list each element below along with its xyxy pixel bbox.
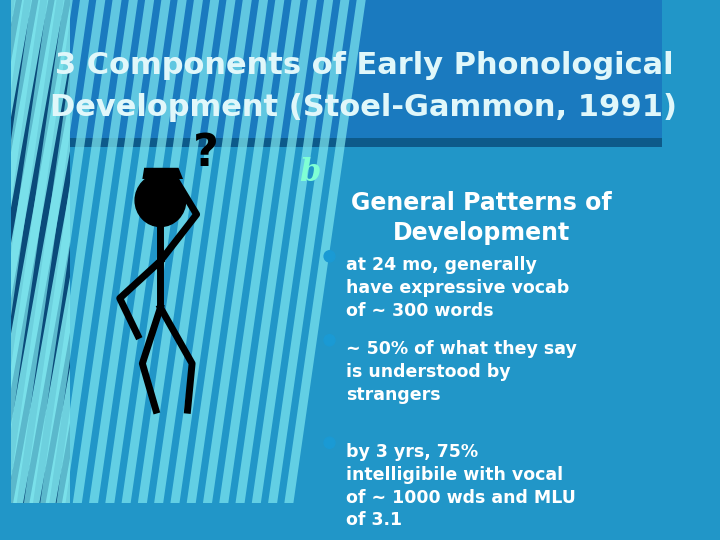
Text: General Patterns of
Development: General Patterns of Development bbox=[351, 191, 612, 245]
Polygon shape bbox=[143, 0, 243, 503]
Polygon shape bbox=[40, 0, 122, 503]
Polygon shape bbox=[192, 0, 292, 503]
Text: ?: ? bbox=[193, 132, 219, 176]
Polygon shape bbox=[176, 0, 276, 503]
Polygon shape bbox=[203, 0, 284, 503]
Text: ~ 50% of what they say
is understood by
strangers: ~ 50% of what they say is understood by … bbox=[346, 340, 577, 404]
Polygon shape bbox=[268, 0, 349, 503]
Text: b: b bbox=[299, 157, 320, 188]
Polygon shape bbox=[56, 0, 138, 503]
Polygon shape bbox=[0, 0, 81, 503]
Polygon shape bbox=[105, 0, 186, 503]
Polygon shape bbox=[0, 0, 65, 503]
Polygon shape bbox=[0, 0, 48, 503]
Text: by 3 yrs, 75%
intelligibile with vocal
of ~ 1000 wds and MLU
of 3.1: by 3 yrs, 75% intelligibile with vocal o… bbox=[346, 443, 576, 529]
Polygon shape bbox=[0, 0, 73, 503]
Polygon shape bbox=[73, 0, 154, 503]
Circle shape bbox=[324, 437, 335, 448]
FancyBboxPatch shape bbox=[12, 0, 662, 503]
Polygon shape bbox=[0, 0, 97, 503]
Polygon shape bbox=[143, 168, 183, 179]
Polygon shape bbox=[13, 0, 114, 503]
Text: 3 Components of Early Phonological: 3 Components of Early Phonological bbox=[55, 51, 673, 80]
Polygon shape bbox=[94, 0, 195, 503]
Polygon shape bbox=[0, 0, 56, 503]
Text: at 24 mo, generally
have expressive vocab
of ~ 300 words: at 24 mo, generally have expressive voca… bbox=[346, 256, 569, 320]
Polygon shape bbox=[0, 0, 16, 503]
Polygon shape bbox=[252, 0, 333, 503]
Polygon shape bbox=[24, 0, 105, 503]
Polygon shape bbox=[89, 0, 171, 503]
Circle shape bbox=[135, 174, 186, 226]
Polygon shape bbox=[235, 0, 317, 503]
Polygon shape bbox=[62, 0, 162, 503]
Polygon shape bbox=[0, 0, 40, 503]
FancyBboxPatch shape bbox=[12, 0, 70, 503]
Polygon shape bbox=[186, 0, 268, 503]
FancyBboxPatch shape bbox=[12, 138, 662, 147]
Polygon shape bbox=[0, 0, 24, 503]
Polygon shape bbox=[219, 0, 300, 503]
Polygon shape bbox=[45, 0, 146, 503]
Polygon shape bbox=[8, 0, 89, 503]
Text: Development (Stoel-Gammon, 1991): Development (Stoel-Gammon, 1991) bbox=[50, 93, 678, 122]
Polygon shape bbox=[127, 0, 228, 503]
Polygon shape bbox=[0, 0, 8, 503]
Polygon shape bbox=[122, 0, 203, 503]
Circle shape bbox=[324, 251, 335, 262]
Polygon shape bbox=[284, 0, 366, 503]
Polygon shape bbox=[111, 0, 211, 503]
Polygon shape bbox=[0, 0, 32, 503]
Polygon shape bbox=[160, 0, 260, 503]
Polygon shape bbox=[138, 0, 219, 503]
Circle shape bbox=[324, 335, 335, 346]
FancyBboxPatch shape bbox=[12, 0, 662, 140]
Polygon shape bbox=[30, 0, 130, 503]
Polygon shape bbox=[154, 0, 235, 503]
Polygon shape bbox=[78, 0, 179, 503]
Polygon shape bbox=[171, 0, 252, 503]
